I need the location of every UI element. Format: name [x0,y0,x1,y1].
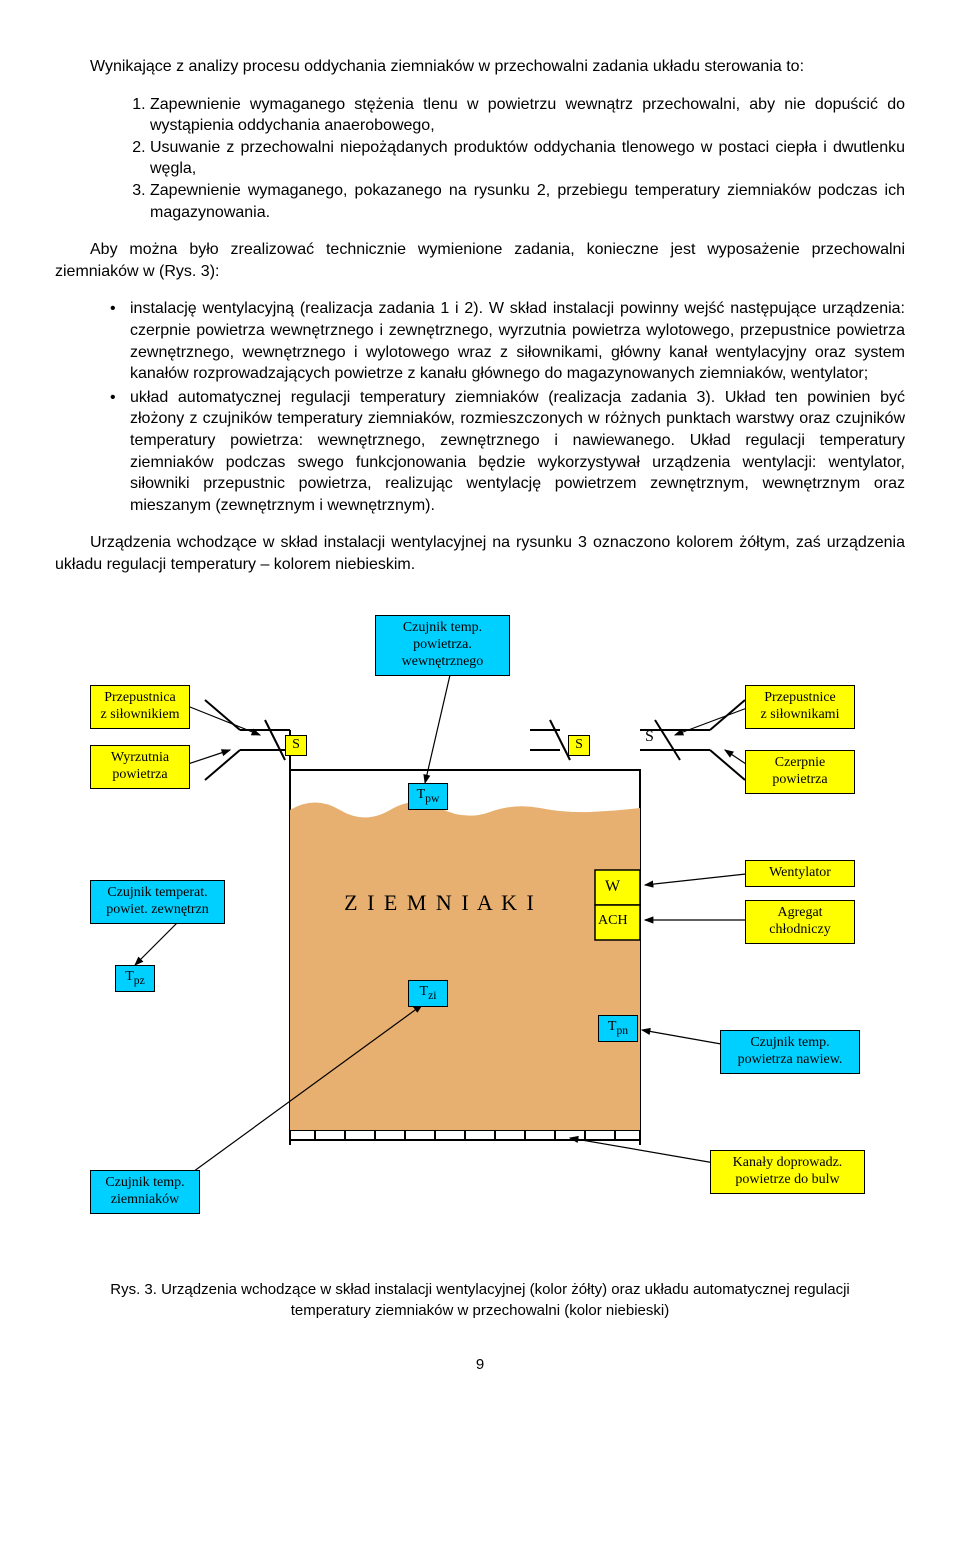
box-s-left: S [285,735,307,756]
tpz-t: T [125,969,134,984]
numbered-list: Zapewnienie wymaganego stężenia tlenu w … [110,94,905,224]
label-czujnik-pzew: Czujnik temperat.powiet. zewnętrzn [90,880,225,924]
tzi-sub: zi [428,989,436,1002]
tpn-sub: pn [616,1024,628,1037]
s-right-text: S [645,728,654,746]
box-w-text: W [605,878,620,896]
closing-paragraph: Urządzenia wchodzące w skład instalacji … [55,532,905,575]
label-kanaly: Kanały doprowadz.powietrze do bulw [710,1150,865,1194]
diagram-center-text: Z I E M N I A K I [290,890,590,916]
box-tpz: Tpz [115,965,155,992]
list-item: Zapewnienie wymaganego, pokazanego na ry… [150,180,905,223]
figure-caption: Rys. 3. Urządzenia wchodzące w skład ins… [105,1280,855,1321]
label-wyrzutnia: Wyrzutniapowietrza [90,745,190,789]
label-czerpnie: Czerpniepowietrza [745,750,855,794]
label-agregat: Agregatchłodniczy [745,900,855,944]
label-przepustnica: Przepustnicaz siłownikiem [90,685,190,729]
tzi-t: T [420,984,429,999]
box-s-mid: S [568,735,590,756]
list-item: Zapewnienie wymaganego stężenia tlenu w … [150,94,905,137]
label-wentylator: Wentylator [745,860,855,887]
label-czujnik-ziem: Czujnik temp.ziemniaków [90,1170,200,1214]
box-tpw: Tpw [408,783,448,810]
box-ach-text: ACH [598,913,628,929]
page-number: 9 [55,1356,905,1373]
label-czujnik-naw: Czujnik temp.powietrza nawiew. [720,1030,860,1074]
box-tpn: Tpn [598,1015,638,1042]
list-item: instalację wentylacyjną (realizacja zada… [110,298,905,384]
tpz-sub: pz [134,974,145,987]
label-przepustnice: Przepustnicez siłownikami [745,685,855,729]
diagram: Z I E M N I A K I S S S Tpw Tpz Tzi W AC… [90,600,870,1260]
list-item: układ automatycznej regulacji temperatur… [110,387,905,517]
label-czujnik-pw: Czujnik temp.powietrza.wewnętrznego [375,615,510,675]
after-list-paragraph: Aby można było zrealizować technicznie w… [55,239,905,282]
list-item: Usuwanie z przechowalni niepożądanych pr… [150,137,905,180]
box-tzi: Tzi [408,980,448,1007]
tpw-sub: pw [425,792,439,805]
tpw-t: T [417,787,426,802]
intro-paragraph: Wynikające z analizy procesu oddychania … [55,56,905,78]
bullet-list: instalację wentylacyjną (realizacja zada… [110,298,905,516]
